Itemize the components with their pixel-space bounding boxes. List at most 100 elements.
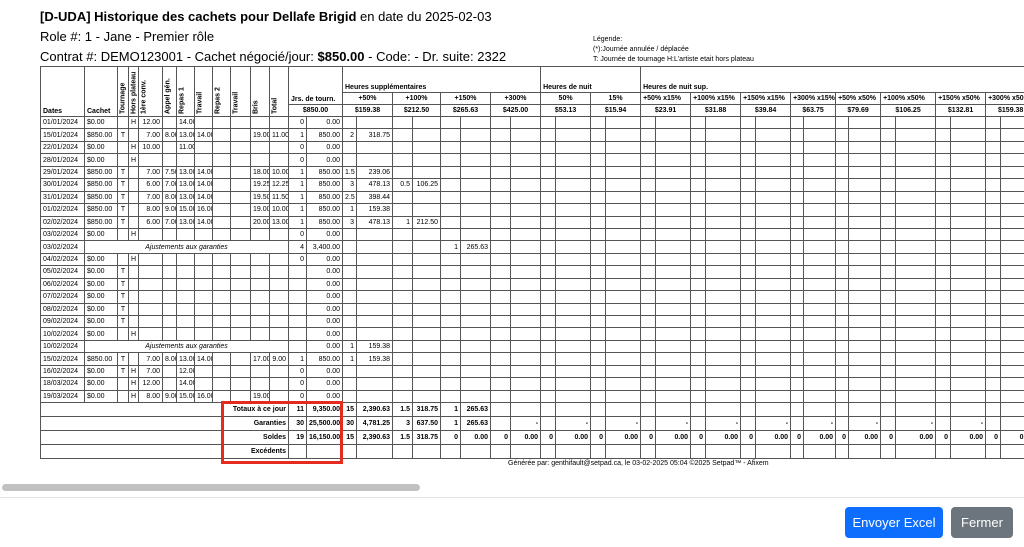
cell xyxy=(705,190,742,205)
cell xyxy=(755,140,792,155)
cell xyxy=(509,265,542,279)
cell: 15.00 xyxy=(176,389,195,404)
cell: 6.00 xyxy=(138,178,163,192)
close-button[interactable]: Fermer xyxy=(951,507,1013,538)
cell xyxy=(230,227,251,242)
cell xyxy=(590,240,607,254)
cell xyxy=(230,290,251,304)
subheader: 15% xyxy=(590,92,642,105)
subheader: +150% x15% xyxy=(740,92,792,105)
cell: 10/02/2024 xyxy=(40,339,85,354)
cell: $0.00 xyxy=(84,290,118,304)
cell: 9.00 xyxy=(269,352,289,366)
cell xyxy=(230,190,251,205)
cell xyxy=(269,314,289,329)
cell xyxy=(848,128,882,142)
cell: 11.50 xyxy=(269,190,289,205)
cell xyxy=(460,128,491,142)
cell xyxy=(1000,128,1024,142)
cell xyxy=(1000,314,1024,329)
cell xyxy=(895,339,937,354)
cell xyxy=(950,215,987,229)
column-header: Appel gén. xyxy=(162,66,177,117)
cell xyxy=(935,252,952,267)
cell: 12.00 xyxy=(176,364,195,379)
cell xyxy=(880,290,897,304)
cell: 1 xyxy=(440,240,461,254)
cell xyxy=(230,178,251,192)
cell xyxy=(790,240,805,254)
cell xyxy=(835,290,850,304)
cell: 159.38 xyxy=(356,203,393,217)
cell xyxy=(412,389,441,404)
cell: 0.00 xyxy=(705,430,742,446)
cell xyxy=(590,140,607,155)
cell xyxy=(740,364,757,379)
cell xyxy=(605,227,642,242)
table-row: 03/02/2024 $0.00 H 0 0.00 xyxy=(40,227,1024,242)
cell: $0.00 xyxy=(84,327,118,341)
cell xyxy=(230,327,251,341)
cell xyxy=(392,153,413,167)
cell xyxy=(605,389,642,404)
cell xyxy=(605,240,642,254)
cell xyxy=(555,377,592,391)
cell xyxy=(705,240,742,254)
cell xyxy=(690,377,707,391)
cell xyxy=(835,389,850,404)
cell xyxy=(540,252,557,267)
cell: H xyxy=(128,389,139,404)
cell: H xyxy=(128,377,139,391)
cell xyxy=(895,389,937,404)
cell xyxy=(935,339,952,354)
column-header: Total xyxy=(269,66,289,117)
cell xyxy=(985,215,1002,229)
cell xyxy=(740,227,757,242)
scrollbar[interactable] xyxy=(2,484,420,491)
cell xyxy=(605,215,642,229)
cell xyxy=(138,314,163,329)
cell xyxy=(176,327,195,341)
cell xyxy=(490,389,511,404)
cell: 212.50 xyxy=(412,215,441,229)
cell xyxy=(509,165,542,180)
cell: 20.00 xyxy=(250,215,270,229)
cell xyxy=(460,153,491,167)
cell xyxy=(509,444,542,459)
cell: H xyxy=(128,115,139,130)
cell xyxy=(848,115,882,130)
cell xyxy=(950,252,987,267)
cell xyxy=(985,327,1002,341)
cell xyxy=(412,190,441,205)
cell xyxy=(950,290,987,304)
cell xyxy=(440,352,461,366)
cell xyxy=(412,115,441,130)
cell: 16.00 xyxy=(194,389,213,404)
cell xyxy=(848,153,882,167)
cell xyxy=(985,178,1002,192)
cell xyxy=(212,165,231,180)
cell xyxy=(880,215,897,229)
column-header: Hors plateau xyxy=(128,66,139,117)
cell xyxy=(985,290,1002,304)
cell xyxy=(690,389,707,404)
send-excel-button[interactable]: Envoyer Excel xyxy=(845,507,943,538)
cell: H xyxy=(128,227,139,242)
cell: 0 xyxy=(740,430,757,446)
cell xyxy=(128,165,139,180)
cell: 850.00 xyxy=(306,215,343,229)
cell xyxy=(540,178,557,192)
cell xyxy=(655,128,692,142)
cell xyxy=(412,290,441,304)
cell xyxy=(392,377,413,391)
cell xyxy=(138,290,163,304)
cell xyxy=(740,290,757,304)
cell: 14.00 xyxy=(194,178,213,192)
cell xyxy=(755,277,792,292)
cell xyxy=(440,128,461,142)
cell: 05/02/2024 xyxy=(40,265,85,279)
cell xyxy=(176,265,195,279)
cell xyxy=(835,140,850,155)
cell: $850.00 xyxy=(84,352,118,366)
